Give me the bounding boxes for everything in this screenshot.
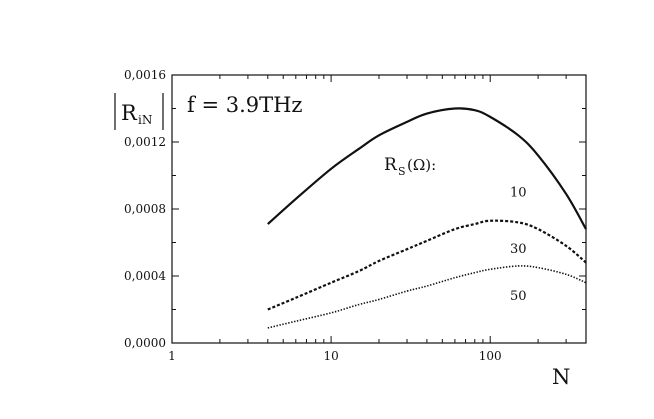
- legend-title: R S (Ω):: [384, 155, 436, 178]
- x-tick-label: 1: [168, 349, 176, 363]
- y-tick-label: 0,0012: [124, 135, 166, 149]
- series-label-30: 30: [510, 242, 527, 257]
- y-tick-label: 0,0008: [124, 202, 166, 216]
- y-axis-label-sub: iN: [138, 113, 152, 127]
- y-tick-label: 0,0004: [124, 269, 166, 283]
- x-tick-label: 10: [323, 349, 338, 363]
- legend-title-main: R: [384, 155, 398, 175]
- series-line-50: [267, 265, 587, 329]
- series-line-30: [267, 219, 587, 311]
- series-line-10: [267, 107, 587, 230]
- series-labels: 10 30 50: [510, 185, 527, 304]
- series-label-10: 10: [510, 185, 527, 200]
- x-tick-label: 100: [479, 349, 502, 363]
- y-axis-label-main: R: [121, 101, 138, 125]
- y-tick-label: 0,0016: [124, 68, 166, 82]
- x-axis-label: N: [552, 365, 570, 389]
- legend-title-sub: S: [398, 165, 406, 178]
- y-axis-label: R iN: [114, 93, 164, 130]
- axis-ticks: 0,0000 0,0004 0,0008 0,0012 0,0016 1 10 100: [124, 68, 587, 363]
- series-label-50: 50: [510, 289, 527, 304]
- legend-title-tail: (Ω):: [407, 156, 436, 174]
- frequency-annotation: f = 3.9THz: [187, 93, 303, 117]
- y-tick-label: 0,0000: [124, 336, 166, 350]
- series-curves: [267, 107, 587, 329]
